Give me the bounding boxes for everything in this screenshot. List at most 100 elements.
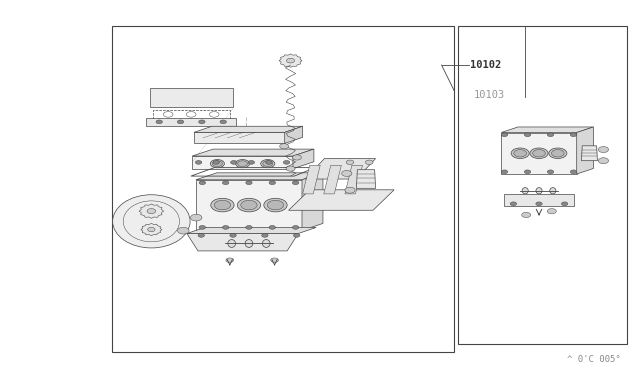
Circle shape [198,234,204,237]
Circle shape [536,202,542,206]
Circle shape [230,234,236,237]
Ellipse shape [536,187,542,194]
Polygon shape [581,146,597,161]
Circle shape [280,144,289,149]
Ellipse shape [126,199,187,244]
Polygon shape [192,149,314,156]
Circle shape [570,133,577,137]
Circle shape [561,202,568,206]
Text: 10102: 10102 [470,60,502,70]
Circle shape [266,161,272,164]
Circle shape [269,225,275,229]
Circle shape [211,198,234,212]
Circle shape [264,198,287,212]
Circle shape [262,234,268,237]
Circle shape [237,161,248,167]
Circle shape [178,227,189,234]
Circle shape [547,209,556,214]
Circle shape [284,161,290,164]
Polygon shape [192,156,293,169]
Circle shape [524,133,531,137]
Circle shape [522,212,531,218]
Circle shape [294,234,300,237]
Polygon shape [305,158,376,179]
Circle shape [501,133,508,137]
Polygon shape [194,132,285,143]
Polygon shape [289,190,394,210]
Polygon shape [279,54,302,67]
Circle shape [269,181,275,185]
Circle shape [271,258,278,263]
Circle shape [292,155,301,160]
Circle shape [211,160,225,168]
Circle shape [532,150,545,157]
Circle shape [199,225,205,229]
Polygon shape [147,118,236,126]
Polygon shape [285,126,303,143]
Circle shape [365,160,373,164]
Circle shape [510,202,516,206]
Polygon shape [345,165,362,194]
Circle shape [248,161,255,164]
Circle shape [286,166,295,171]
Circle shape [292,225,299,229]
Circle shape [552,150,564,157]
Circle shape [246,225,252,229]
Polygon shape [194,126,303,132]
Ellipse shape [228,240,236,247]
Circle shape [223,181,229,185]
Circle shape [501,170,508,174]
Circle shape [263,161,273,167]
Polygon shape [501,127,593,132]
Circle shape [514,150,527,157]
Circle shape [199,181,205,185]
Circle shape [524,170,531,174]
Circle shape [223,225,229,229]
Circle shape [260,160,275,168]
Circle shape [287,58,294,63]
Polygon shape [293,149,314,169]
Circle shape [547,133,554,137]
Polygon shape [324,165,341,194]
Circle shape [214,200,230,210]
Circle shape [292,181,299,185]
Circle shape [237,198,260,212]
Ellipse shape [522,187,528,194]
Polygon shape [150,89,233,107]
Circle shape [549,148,567,158]
Polygon shape [196,180,302,230]
Ellipse shape [113,195,190,248]
Polygon shape [302,173,323,230]
Circle shape [191,214,202,221]
Circle shape [156,120,163,124]
Circle shape [148,227,155,232]
Circle shape [547,170,554,174]
Ellipse shape [550,187,556,194]
Circle shape [226,258,234,263]
Circle shape [246,181,252,185]
Circle shape [213,161,220,164]
Circle shape [598,147,609,153]
Polygon shape [303,165,320,194]
Circle shape [195,161,202,164]
Circle shape [342,170,352,176]
Circle shape [220,120,227,124]
Circle shape [198,120,205,124]
Circle shape [230,161,237,164]
Circle shape [570,170,577,174]
Ellipse shape [245,240,253,247]
Bar [112,26,454,352]
Polygon shape [356,170,376,188]
Bar [458,26,627,344]
Circle shape [147,209,156,214]
Text: ^ 0'C 005°: ^ 0'C 005° [567,355,621,364]
Polygon shape [504,195,574,206]
Polygon shape [577,127,593,174]
Circle shape [236,160,250,168]
Polygon shape [187,234,298,251]
Circle shape [598,158,609,164]
Circle shape [241,200,257,210]
Circle shape [212,161,222,167]
Ellipse shape [262,240,270,247]
Circle shape [268,200,284,210]
